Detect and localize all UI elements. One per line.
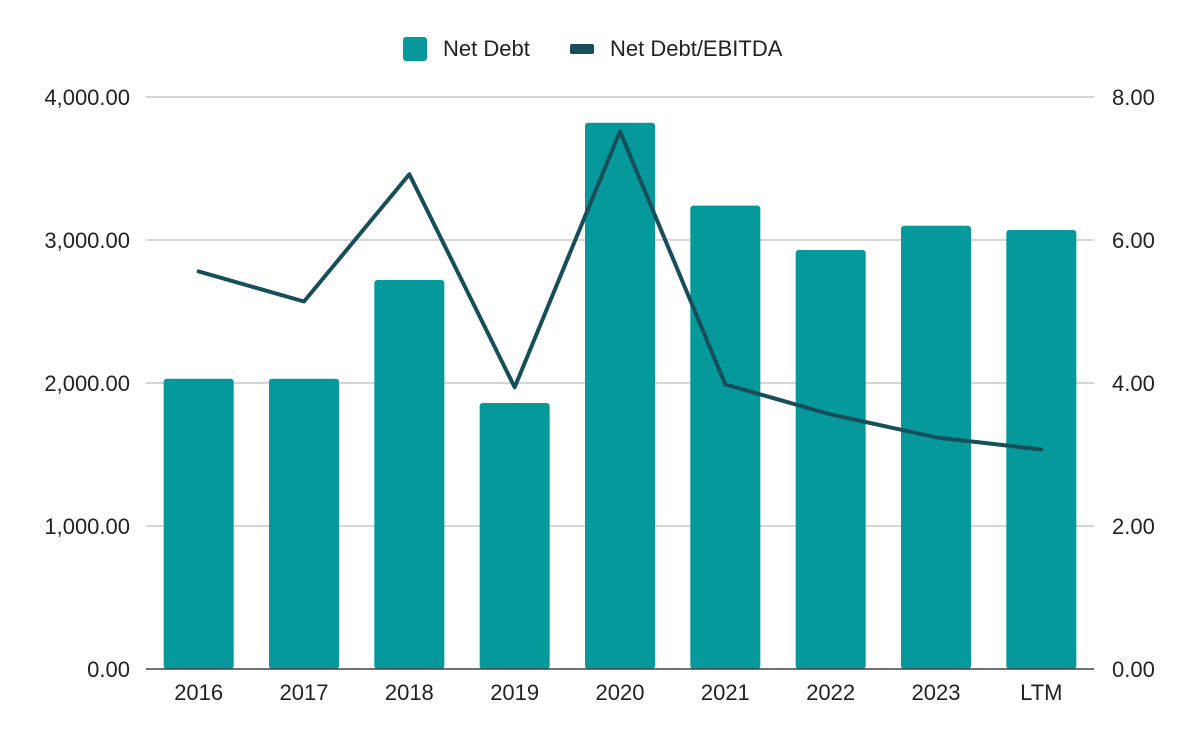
y-left-tick-label: 3,000.00	[44, 228, 130, 253]
y-right-tick-label: 6.00	[1112, 228, 1155, 253]
y-right-tick-label: 8.00	[1112, 85, 1155, 110]
x-tick-label: 2018	[385, 680, 434, 705]
y-left-tick-label: 4,000.00	[44, 85, 130, 110]
x-tick-label: 2022	[806, 680, 855, 705]
net-debt-bars	[163, 122, 1077, 670]
bar-net-debt	[163, 378, 234, 669]
axes: 0.00 0.00 1,000.00 2.00 2,000.00 4.00 3,000.00…	[44, 85, 1154, 705]
bar-net-debt	[585, 122, 655, 670]
x-tick-label: 2023	[912, 680, 961, 705]
y-right-tick-label: 0.00	[1112, 657, 1155, 682]
y-left-tick-label: 0.00	[87, 657, 130, 682]
bar-net-debt	[690, 205, 761, 669]
bar-net-debt	[479, 403, 550, 669]
bar-net-debt	[374, 280, 445, 669]
x-tick-label: 2021	[701, 680, 750, 705]
bar-net-debt	[795, 250, 866, 669]
bar-net-debt	[269, 378, 339, 669]
x-tick-label: 2020	[596, 680, 645, 705]
ratio-line-layer	[196, 129, 1044, 452]
y-right-tick-label: 4.00	[1112, 371, 1155, 396]
x-tick-label: LTM	[1020, 680, 1062, 705]
y-left-tick-label: 2,000.00	[44, 371, 130, 396]
legend: Net Debt Net Debt/EBITDA	[403, 36, 783, 61]
y-right-tick-label: 2.00	[1112, 514, 1155, 539]
legend-swatch-net-debt-ebitda	[570, 44, 594, 54]
legend-label-net-debt: Net Debt	[443, 36, 530, 61]
legend-swatch-net-debt	[403, 37, 427, 61]
x-tick-label: 2016	[174, 680, 223, 705]
bar-net-debt	[901, 225, 971, 669]
x-tick-label: 2017	[280, 680, 329, 705]
x-tick-label: 2019	[490, 680, 539, 705]
y-left-tick-label: 1,000.00	[44, 514, 130, 539]
legend-label-net-debt-ebitda: Net Debt/EBITDA	[610, 36, 783, 61]
